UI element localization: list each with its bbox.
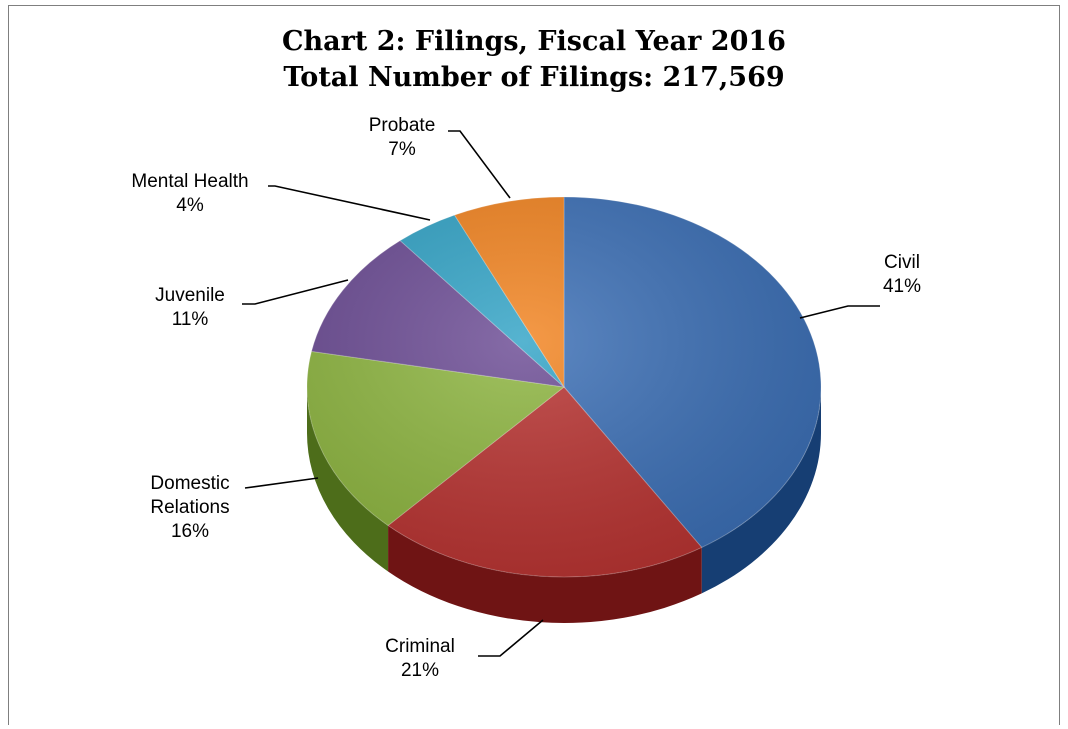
slice-label-criminal: Criminal 21% bbox=[385, 636, 455, 681]
chart-title-block: Chart 2: Filings, Fiscal Year 2016 Total… bbox=[0, 24, 1068, 96]
leader-line-mental-health bbox=[268, 185, 431, 221]
slice-label-civil: Civil 41% bbox=[883, 252, 921, 297]
leader-line-criminal bbox=[478, 619, 544, 657]
slice-label-domestic-relations: Domestic Relations 16% bbox=[150, 473, 229, 542]
chart-subtitle: Total Number of Filings: 217,569 bbox=[283, 62, 785, 93]
chart-title: Chart 2: Filings, Fiscal Year 2016 bbox=[282, 26, 786, 57]
leader-line-domestic-relations bbox=[244, 477, 319, 489]
leader-line-probate bbox=[448, 130, 511, 199]
leader-line-juvenile bbox=[242, 279, 349, 305]
slice-label-juvenile: Juvenile 11% bbox=[155, 285, 225, 330]
leader-line-civil bbox=[799, 305, 880, 319]
pie-side-criminal bbox=[388, 525, 702, 623]
slice-label-mental-health: Mental Health 4% bbox=[131, 171, 248, 216]
slice-label-probate: Probate 7% bbox=[369, 115, 436, 160]
